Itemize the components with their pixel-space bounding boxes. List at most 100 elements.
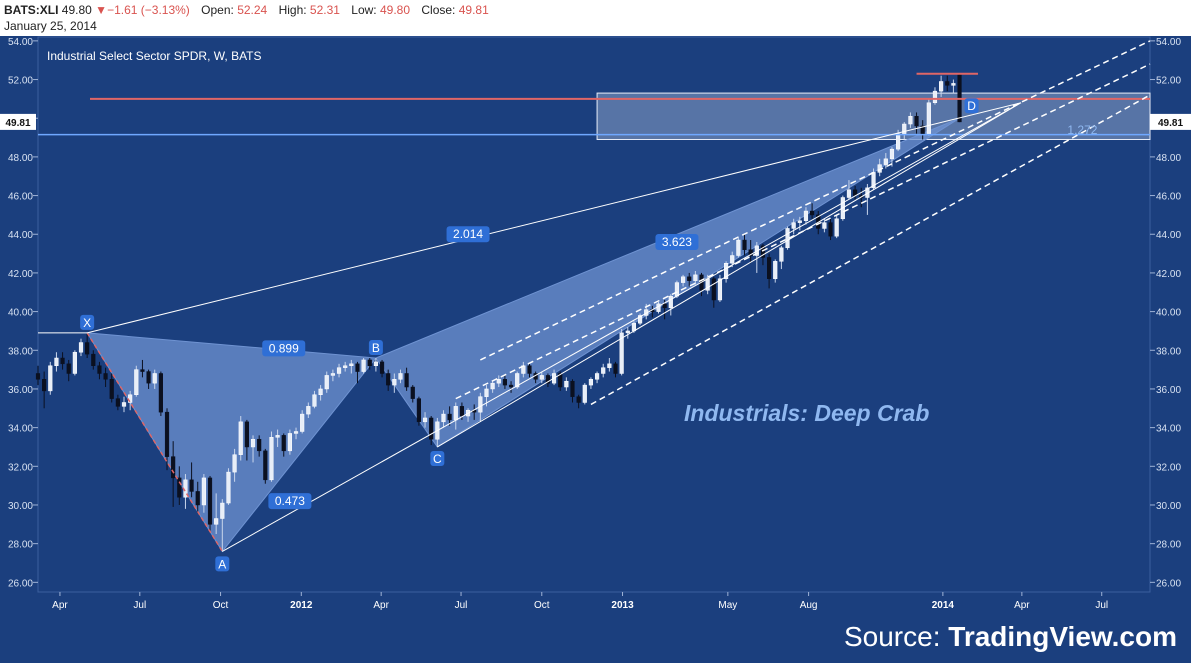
candle[interactable] bbox=[957, 73, 962, 123]
candle[interactable] bbox=[601, 363, 606, 378]
candle[interactable] bbox=[201, 474, 206, 513]
candle[interactable] bbox=[656, 301, 661, 314]
candle[interactable] bbox=[263, 448, 268, 484]
candle[interactable] bbox=[564, 377, 569, 391]
candle[interactable] bbox=[361, 358, 366, 374]
candle[interactable] bbox=[220, 499, 225, 552]
candle[interactable] bbox=[883, 153, 888, 169]
candle[interactable] bbox=[588, 377, 594, 389]
candle[interactable] bbox=[312, 390, 317, 409]
candle[interactable] bbox=[797, 216, 802, 231]
candle[interactable] bbox=[779, 245, 784, 270]
candle[interactable] bbox=[60, 352, 65, 370]
candle[interactable] bbox=[687, 272, 692, 287]
candle[interactable] bbox=[269, 431, 274, 482]
candle[interactable] bbox=[810, 203, 815, 219]
candle[interactable] bbox=[336, 363, 342, 378]
candle[interactable] bbox=[373, 358, 378, 372]
candle[interactable] bbox=[300, 410, 305, 434]
candle[interactable] bbox=[637, 313, 643, 326]
candle[interactable] bbox=[441, 410, 446, 428]
candle[interactable] bbox=[502, 375, 508, 389]
candle[interactable] bbox=[822, 218, 827, 233]
candle[interactable] bbox=[189, 462, 194, 498]
candle[interactable] bbox=[545, 373, 551, 388]
candle[interactable] bbox=[257, 435, 262, 457]
projection-line[interactable] bbox=[38, 102, 1022, 334]
candle[interactable] bbox=[355, 361, 360, 384]
candle[interactable] bbox=[490, 381, 495, 393]
candle[interactable] bbox=[330, 369, 335, 382]
projection-line[interactable] bbox=[222, 102, 1022, 552]
candle[interactable] bbox=[97, 361, 102, 380]
candle[interactable] bbox=[386, 369, 391, 391]
candle[interactable] bbox=[398, 369, 403, 384]
candle[interactable] bbox=[853, 185, 858, 200]
candle[interactable] bbox=[668, 294, 673, 316]
candle[interactable] bbox=[177, 466, 182, 505]
candle[interactable] bbox=[207, 475, 213, 533]
candle[interactable] bbox=[35, 365, 41, 386]
candle[interactable] bbox=[54, 352, 59, 372]
candle[interactable] bbox=[214, 493, 219, 534]
candle[interactable] bbox=[379, 359, 385, 378]
candle[interactable] bbox=[121, 396, 127, 413]
candle[interactable] bbox=[625, 327, 630, 339]
projection-line[interactable] bbox=[437, 102, 1022, 448]
candle[interactable] bbox=[496, 375, 501, 388]
candle[interactable] bbox=[306, 402, 311, 418]
candle[interactable] bbox=[828, 218, 833, 241]
candle[interactable] bbox=[66, 359, 71, 382]
candle[interactable] bbox=[723, 261, 729, 283]
candle[interactable] bbox=[195, 481, 200, 513]
candle[interactable] bbox=[48, 361, 53, 395]
candle[interactable] bbox=[134, 365, 139, 397]
candle[interactable] bbox=[91, 350, 96, 370]
candle[interactable] bbox=[803, 207, 809, 225]
candle[interactable] bbox=[846, 180, 852, 200]
candle[interactable] bbox=[422, 412, 428, 428]
candle[interactable] bbox=[429, 416, 434, 446]
candle[interactable] bbox=[902, 122, 907, 140]
candle[interactable] bbox=[171, 441, 176, 507]
candle[interactable] bbox=[914, 112, 919, 134]
candle[interactable] bbox=[908, 112, 913, 128]
candle[interactable] bbox=[244, 419, 249, 461]
candle[interactable] bbox=[158, 371, 163, 417]
candle[interactable] bbox=[582, 383, 587, 405]
candle[interactable] bbox=[478, 392, 483, 422]
candle[interactable] bbox=[951, 79, 956, 94]
candle[interactable] bbox=[78, 338, 84, 357]
candle[interactable] bbox=[889, 147, 895, 167]
candle[interactable] bbox=[834, 214, 839, 239]
candle[interactable] bbox=[742, 234, 747, 256]
candle[interactable] bbox=[146, 369, 151, 389]
candle[interactable] bbox=[238, 416, 243, 461]
candle[interactable] bbox=[103, 367, 108, 388]
candle[interactable] bbox=[767, 253, 772, 289]
candle[interactable] bbox=[527, 363, 532, 378]
candle[interactable] bbox=[404, 367, 409, 391]
candle[interactable] bbox=[748, 240, 753, 264]
candle[interactable] bbox=[932, 87, 938, 105]
candle[interactable] bbox=[613, 361, 618, 378]
candle[interactable] bbox=[85, 332, 90, 359]
candle[interactable] bbox=[232, 448, 237, 482]
candle[interactable] bbox=[447, 406, 452, 426]
candle[interactable] bbox=[570, 379, 575, 403]
candle[interactable] bbox=[392, 373, 397, 393]
candle[interactable] bbox=[281, 433, 286, 457]
candle[interactable] bbox=[410, 385, 415, 403]
candle[interactable] bbox=[926, 98, 931, 136]
candle[interactable] bbox=[693, 270, 698, 285]
candle[interactable] bbox=[736, 238, 741, 258]
candle[interactable] bbox=[367, 358, 372, 370]
candle[interactable] bbox=[699, 272, 704, 297]
candle[interactable] bbox=[920, 120, 925, 140]
candle[interactable] bbox=[343, 361, 348, 372]
candle[interactable] bbox=[711, 276, 716, 308]
candle[interactable] bbox=[250, 435, 256, 463]
candle[interactable] bbox=[785, 226, 790, 250]
candle[interactable] bbox=[293, 427, 299, 440]
candle[interactable] bbox=[594, 371, 600, 384]
